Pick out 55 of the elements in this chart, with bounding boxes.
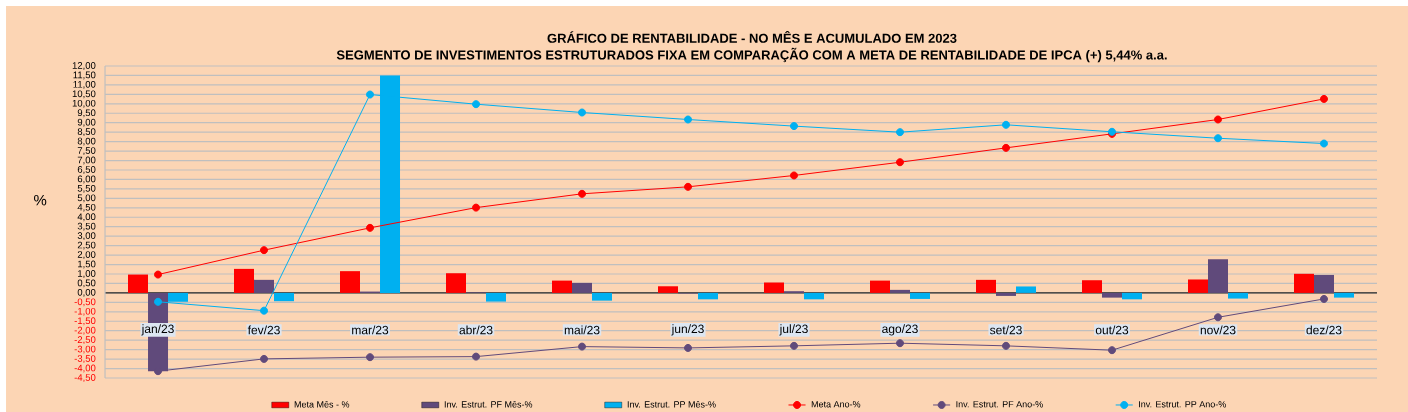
y-tick-label: 9,00: [77, 118, 96, 127]
y-tick-label: -3,00: [74, 345, 96, 354]
chart-title: GRÁFICO DE RENTABILIDADE - NO MÊS E ACUMULADO EM 2023: [547, 31, 957, 43]
y-tick-label: 3,00: [77, 232, 96, 241]
legend-label: Inv. Estrut. PF Mês-%: [444, 400, 533, 408]
y-tick-label: 0,50: [77, 279, 96, 288]
legend-label: Inv. Estrut. PP Mês-%: [627, 400, 716, 408]
x-tick-label: out/23: [1095, 325, 1129, 335]
y-tick-label: 0,00: [77, 288, 96, 297]
y-axis-title: %: [34, 194, 47, 206]
chart-subtitle: SEGMENTO DE INVESTIMENTOS ESTRUTURADOS FIXA EM COMPARAÇÃO COM A META DE RENTABILIDADE DE IPCA (+) 5,44% a.a.: [336, 47, 1167, 63]
y-tick-label: 2,50: [77, 241, 96, 250]
x-tick-label: fev/23: [247, 325, 280, 335]
legend-label: Inv. Estrut. PF Ano-%: [956, 401, 1043, 408]
y-tick-label: 10,00: [72, 99, 96, 108]
x-tick-label: jun/23: [671, 324, 704, 336]
y-tick-label: 5,00: [77, 194, 96, 203]
y-tick-label: 12,00: [72, 62, 96, 70]
y-tick-label: 4,00: [77, 213, 96, 222]
y-tick-label: 2,00: [77, 251, 96, 260]
y-tick-label: 5,50: [77, 184, 96, 193]
y-tick-label: 9,50: [77, 109, 96, 118]
y-tick-label: 11,50: [73, 71, 96, 80]
y-tick-label: 8,50: [77, 128, 96, 137]
x-tick-label: jan/23: [141, 324, 174, 336]
legend-label: Inv. Estrut. PP Ano-%: [1139, 401, 1226, 408]
y-tick-label: 8,00: [77, 137, 96, 146]
y-tick-label: 10,50: [72, 90, 96, 99]
x-tick-label: dez/23: [1306, 325, 1342, 335]
y-tick-label: -2,50: [74, 336, 96, 345]
x-tick-label: jul/23: [779, 324, 808, 336]
y-tick-label: 11,00: [73, 80, 96, 89]
x-tick-label: mai/23: [564, 325, 600, 335]
y-tick-label: -0,50: [74, 298, 96, 307]
y-tick-label: -4,00: [74, 364, 96, 373]
y-tick-label: 1,50: [78, 260, 96, 269]
x-tick-label: abr/23: [459, 325, 493, 335]
y-tick-label: 4,50: [77, 203, 96, 212]
y-tick-label: -2,00: [74, 326, 96, 335]
y-tick-label: -1,00: [74, 307, 96, 316]
y-tick-label: 7,50: [77, 147, 96, 156]
legend-label: Meta Ano-%: [811, 401, 861, 408]
x-tick-label: ago/23: [882, 324, 918, 336]
x-tick-label: set/23: [989, 325, 1022, 335]
y-tick-label: 1,00: [78, 270, 96, 278]
legend-label: Meta Mês - %: [294, 400, 350, 408]
y-tick-label: 3,50: [77, 222, 96, 231]
x-tick-label: mar/23: [352, 325, 389, 335]
x-tick-label: nov/23: [1200, 325, 1236, 335]
y-tick-label: -1,50: [74, 317, 96, 326]
y-tick-label: -3,50: [74, 355, 96, 364]
y-tick-label: -4,50: [74, 374, 96, 382]
y-tick-label: 6,00: [77, 175, 96, 184]
y-tick-label: 6,50: [77, 166, 96, 174]
y-tick-label: 7,00: [77, 156, 96, 165]
